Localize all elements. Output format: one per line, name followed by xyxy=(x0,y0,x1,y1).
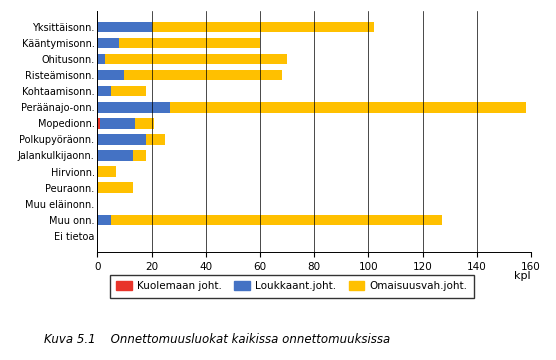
Bar xyxy=(97,86,111,96)
Bar xyxy=(97,166,116,177)
Bar xyxy=(146,134,165,145)
Bar xyxy=(171,102,525,113)
Text: kpl: kpl xyxy=(514,271,531,281)
Bar xyxy=(97,70,125,80)
Bar xyxy=(97,54,106,64)
Bar xyxy=(97,22,151,32)
Bar xyxy=(111,86,146,96)
Bar xyxy=(97,38,119,48)
Bar xyxy=(97,215,111,225)
Bar xyxy=(135,118,154,129)
Legend: Kuolemaan joht., Loukkaant.joht., Omaisuusvah.joht.: Kuolemaan joht., Loukkaant.joht., Omaisu… xyxy=(110,275,474,298)
Bar xyxy=(97,134,146,145)
Bar xyxy=(97,183,132,193)
Bar xyxy=(111,215,441,225)
Bar xyxy=(132,150,146,161)
Bar xyxy=(100,118,135,129)
Bar xyxy=(97,150,132,161)
Text: Kuva 5.1    Onnettomuusluokat kaikissa onnettomuuksissa: Kuva 5.1 Onnettomuusluokat kaikissa onne… xyxy=(44,333,391,346)
Bar xyxy=(97,102,171,113)
Bar xyxy=(125,70,282,80)
Bar xyxy=(119,38,260,48)
Bar xyxy=(106,54,287,64)
Bar xyxy=(151,22,374,32)
Bar xyxy=(97,118,100,129)
